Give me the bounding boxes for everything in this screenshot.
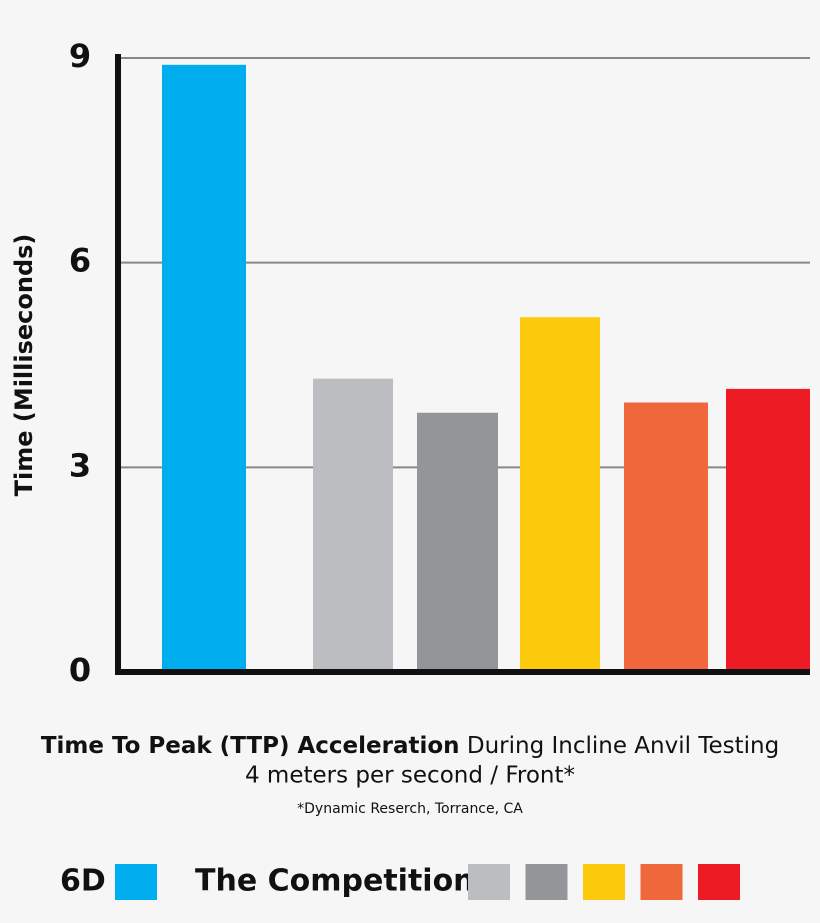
legend-swatch — [698, 864, 740, 900]
title-bold: Time To Peak (TTP) Acceleration — [41, 733, 460, 759]
bar — [520, 317, 600, 672]
y-tick-label: 6 — [69, 242, 91, 280]
bar — [313, 378, 393, 672]
bar — [162, 64, 246, 673]
title-rest: During Incline Anvil Testing — [460, 733, 780, 759]
legend-swatch — [468, 864, 510, 900]
y-tick-label: 9 — [69, 37, 91, 75]
legend-swatch — [640, 864, 683, 900]
y-tick-label: 3 — [69, 446, 91, 484]
legend-swatch — [525, 864, 568, 900]
legend-label: The Competition — [195, 864, 475, 899]
bar — [726, 388, 810, 672]
subtitle: 4 meters per second / Front* — [245, 763, 575, 789]
y-axis-label: Time (Milliseconds) — [10, 234, 38, 497]
y-tick-label: 0 — [69, 651, 91, 689]
chart-title: Time To Peak (TTP) Acceleration During I… — [41, 733, 779, 759]
legend-swatch — [583, 864, 625, 900]
bar — [417, 412, 498, 672]
note: *Dynamic Reserch, Torrance, CA — [297, 801, 523, 817]
legend-label: 6D — [60, 864, 106, 899]
bar — [624, 402, 708, 672]
legend-swatch — [115, 864, 157, 900]
